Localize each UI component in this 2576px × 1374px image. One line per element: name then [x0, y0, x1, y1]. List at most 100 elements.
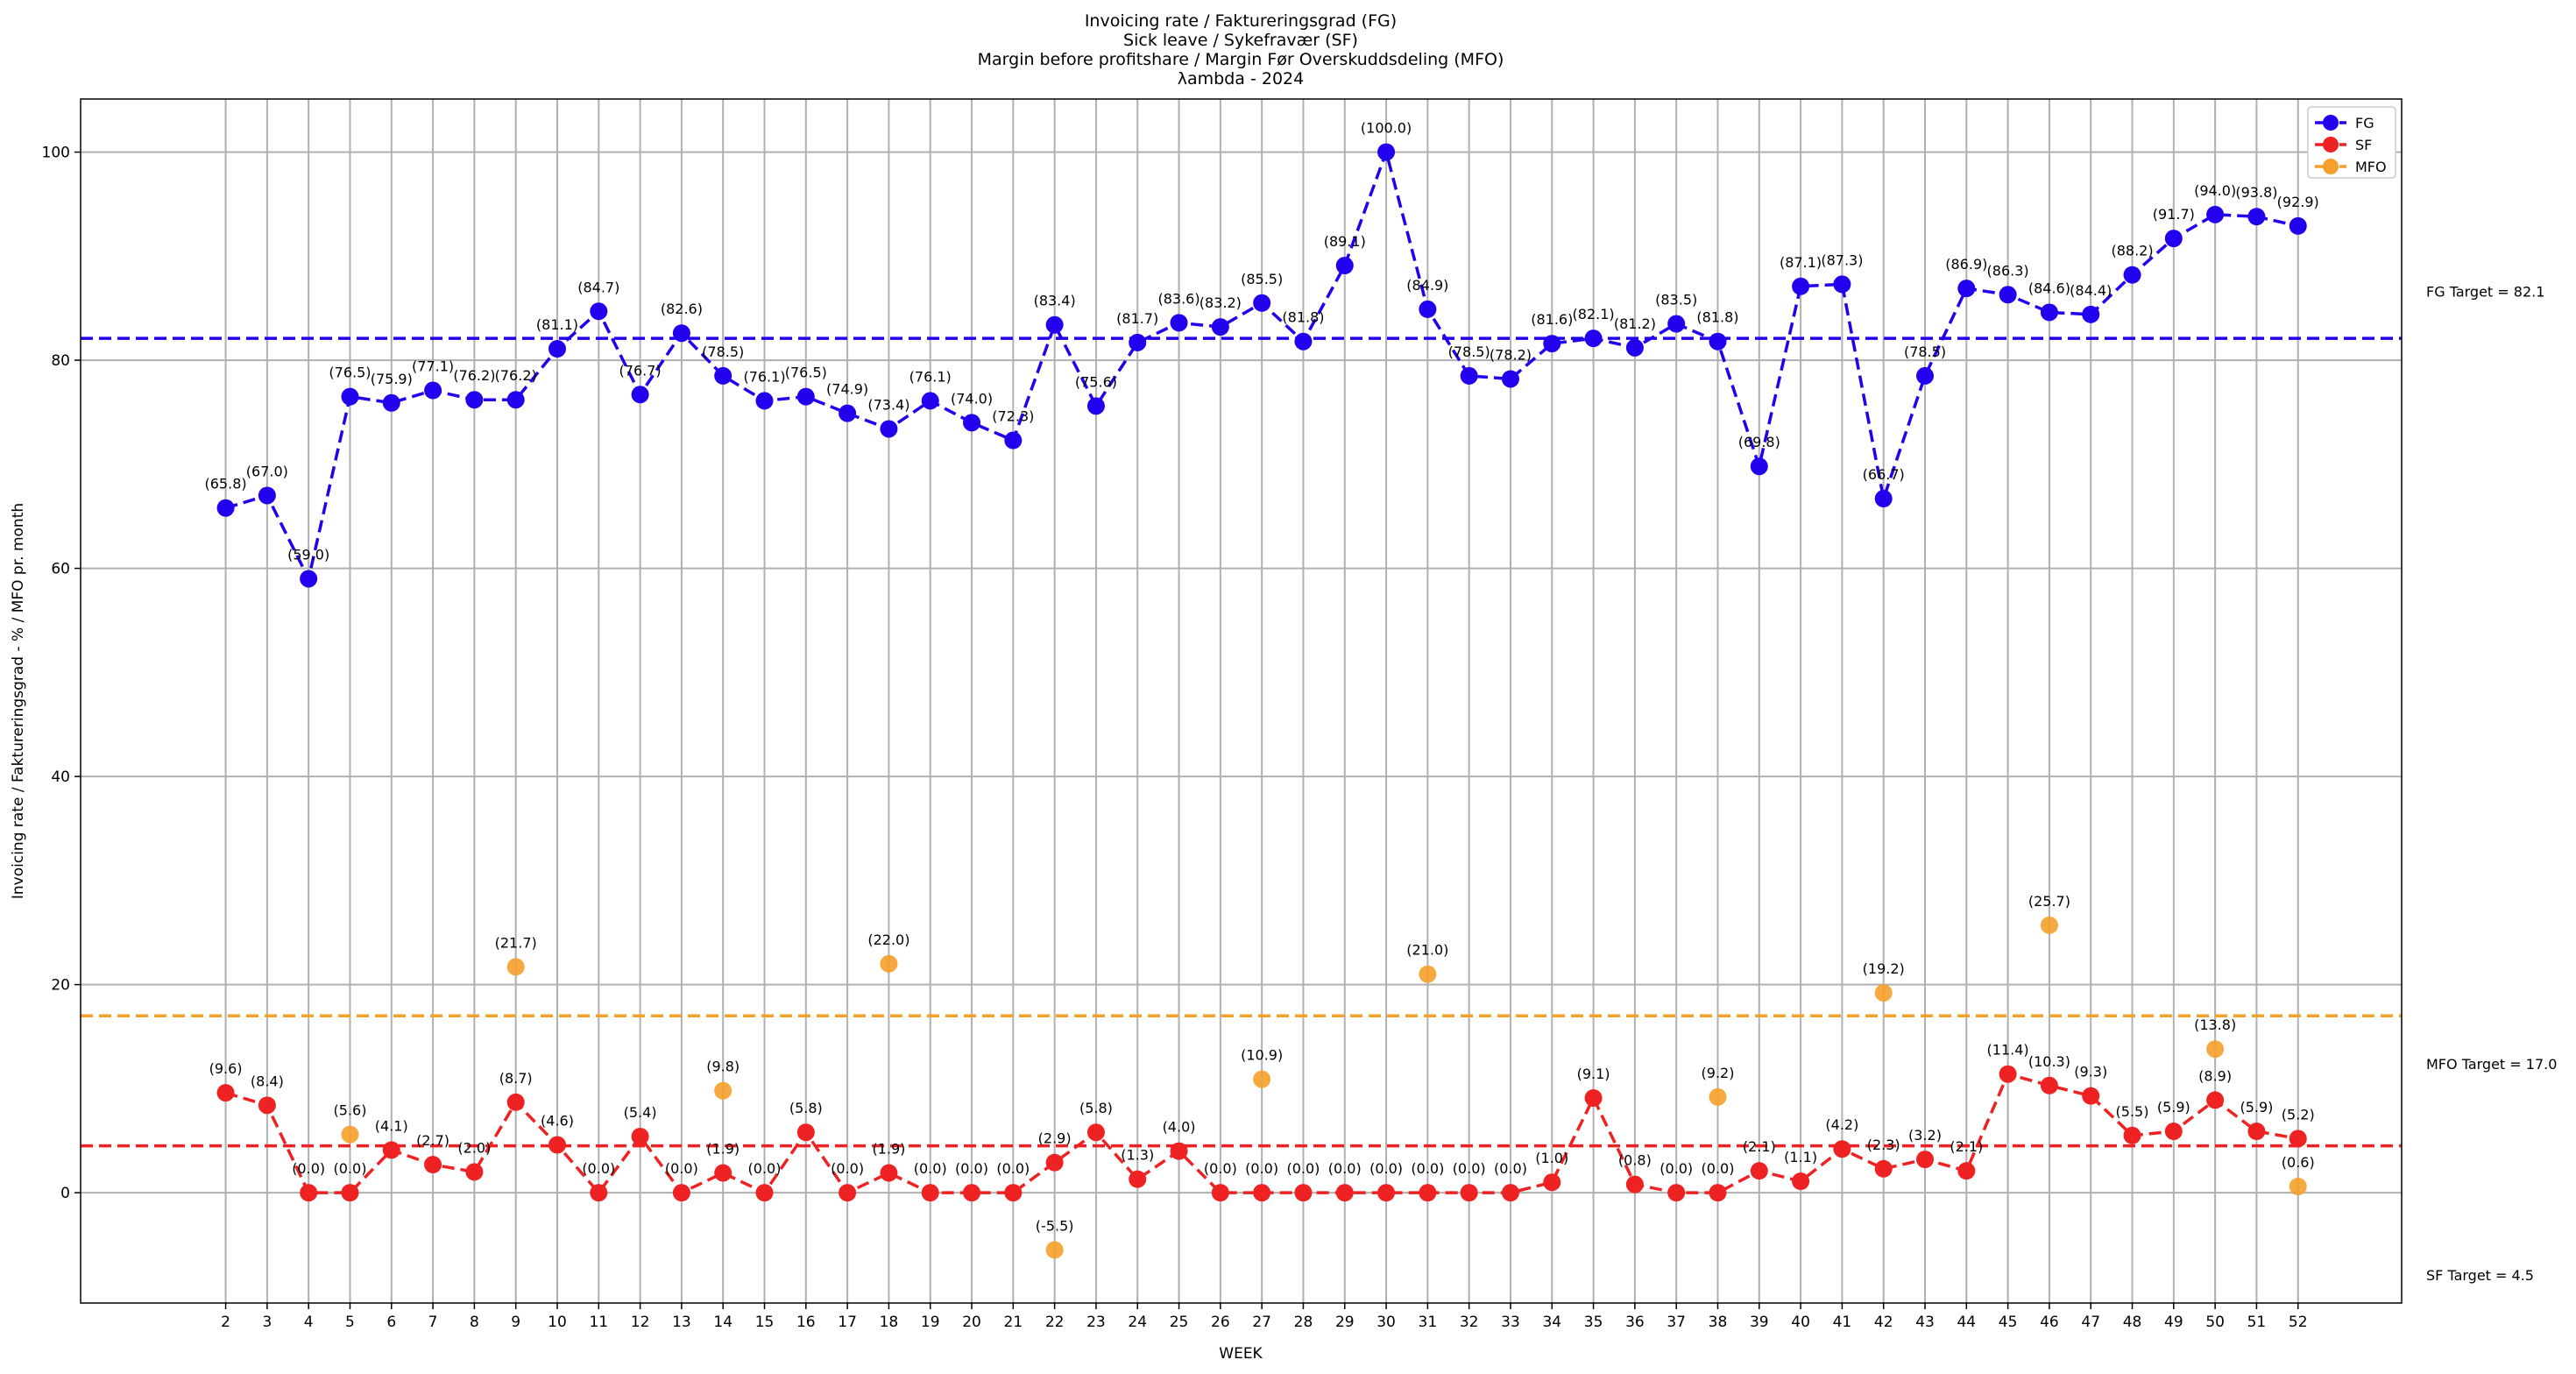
data-label-sf: (0.0): [292, 1160, 325, 1177]
x-tick-label: 40: [1791, 1314, 1810, 1331]
x-tick-label: 48: [2123, 1314, 2142, 1331]
legend-label-sf: SF: [2355, 137, 2372, 153]
data-label-sf: (8.9): [2198, 1067, 2232, 1084]
data-point-fg: [2164, 230, 2183, 248]
x-tick-label: 47: [2081, 1314, 2100, 1331]
x-tick-label: 32: [1460, 1314, 1479, 1331]
x-tick-label: 34: [1542, 1314, 1561, 1331]
data-point-sf: [1750, 1162, 1768, 1180]
x-tick-label: 13: [672, 1314, 691, 1331]
data-label-sf: (5.9): [2240, 1099, 2273, 1115]
data-label-sf: (3.2): [1908, 1127, 1942, 1144]
data-point-sf: [2082, 1087, 2100, 1105]
y-tick-label: 100: [42, 145, 70, 162]
y-tick-label: 20: [51, 977, 70, 995]
data-point-fg: [672, 324, 690, 343]
data-label-mfo: (21.0): [1406, 942, 1448, 959]
data-point-fg: [839, 404, 857, 422]
data-label-sf: (4.1): [375, 1117, 408, 1134]
x-tick-label: 19: [921, 1314, 940, 1331]
data-point-sf: [465, 1163, 484, 1181]
data-point-fg: [1916, 366, 1935, 385]
x-tick-label: 35: [1584, 1314, 1603, 1331]
target-label: MFO Target = 17.0: [2426, 1056, 2557, 1073]
x-tick-label: 46: [2040, 1314, 2059, 1331]
data-point-fg: [1999, 286, 2017, 304]
data-label-fg: (77.1): [412, 358, 454, 375]
data-label-mfo: (13.8): [2194, 1016, 2236, 1033]
x-tick-label: 50: [2205, 1314, 2225, 1331]
data-point-sf: [755, 1184, 774, 1202]
data-label-mfo: (-5.5): [1036, 1217, 1074, 1234]
data-point-fg: [714, 366, 732, 385]
data-point-fg: [1874, 490, 1893, 508]
data-point-sf: [1999, 1065, 2017, 1083]
data-point-mfo: [506, 958, 525, 976]
x-tick-label: 16: [796, 1314, 816, 1331]
data-point-fg: [631, 386, 649, 404]
data-point-fg: [1045, 315, 1064, 334]
data-point-fg: [216, 499, 235, 517]
data-point-fg: [1419, 300, 1437, 318]
data-point-sf: [382, 1141, 400, 1159]
data-label-sf: (2.1): [1950, 1138, 1983, 1155]
x-tick-label: 2: [221, 1314, 230, 1331]
data-label-sf: (0.0): [748, 1160, 782, 1177]
data-point-mfo: [1874, 984, 1893, 1002]
data-point-fg: [2123, 266, 2141, 284]
grid: [81, 99, 2402, 1303]
x-tick-label: 15: [755, 1314, 775, 1331]
data-point-fg: [1377, 143, 1396, 161]
x-tick-label: 7: [428, 1314, 438, 1331]
data-point-sf: [2206, 1091, 2225, 1109]
x-tick-label: 29: [1335, 1314, 1355, 1331]
data-point-sf: [1294, 1184, 1313, 1202]
data-label-fg: (84.4): [2070, 282, 2112, 299]
data-label-sf: (2.0): [457, 1139, 491, 1156]
data-label-sf: (4.0): [1163, 1119, 1196, 1136]
data-point-fg: [1460, 366, 1478, 385]
data-label-sf: (0.0): [1411, 1160, 1444, 1177]
data-label-sf: (0.0): [1204, 1160, 1237, 1177]
data-label-fg: (91.7): [2153, 206, 2195, 223]
legend-marker-sf: [2323, 137, 2339, 152]
data-label-fg: (81.8): [1696, 309, 1738, 326]
legend-marker-fg: [2323, 115, 2339, 131]
data-label-fg: (76.5): [329, 365, 371, 381]
data-point-fg: [1625, 338, 1644, 357]
data-point-fg: [1833, 275, 1851, 294]
data-label-fg: (93.8): [2235, 184, 2277, 201]
x-tick-label: 12: [631, 1314, 650, 1331]
data-point-sf: [1086, 1123, 1105, 1142]
data-label-sf: (0.0): [1702, 1160, 1735, 1177]
data-point-sf: [424, 1156, 442, 1174]
data-label-mfo: (5.6): [334, 1102, 367, 1119]
data-label-sf: (0.8): [1618, 1152, 1652, 1169]
title-line-2: Sick leave / Sykefravær (SF): [1123, 31, 1358, 50]
data-label-fg: (76.7): [619, 362, 662, 379]
data-label-sf: (9.1): [1577, 1066, 1610, 1082]
x-tick-label: 5: [345, 1314, 355, 1331]
data-point-fg: [2082, 305, 2100, 323]
data-label-fg: (83.2): [1200, 294, 1242, 311]
data-point-sf: [1129, 1170, 1147, 1188]
data-label-fg: (87.3): [1821, 251, 1863, 268]
data-label-fg: (87.1): [1780, 254, 1822, 271]
x-tick-label: 38: [1709, 1314, 1728, 1331]
data-point-sf: [1709, 1184, 1727, 1202]
x-tick-label: 31: [1419, 1314, 1438, 1331]
data-point-fg: [2247, 208, 2266, 226]
data-label-sf: (0.0): [1453, 1160, 1486, 1177]
y-tick-label: 0: [60, 1185, 70, 1202]
data-label-fg: (74.9): [826, 381, 868, 398]
legend-label-fg: FG: [2355, 115, 2374, 131]
data-label-sf: (0.0): [1660, 1160, 1693, 1177]
data-point-sf: [1501, 1184, 1519, 1202]
data-point-sf: [1957, 1162, 1976, 1180]
x-tick-label: 43: [1915, 1314, 1935, 1331]
chart-title: Invoicing rate / Faktureringsgrad (FG) S…: [978, 11, 1504, 89]
data-point-mfo: [714, 1081, 732, 1100]
data-point-sf: [1045, 1153, 1064, 1172]
data-label-fg: (66.7): [1863, 466, 1905, 483]
